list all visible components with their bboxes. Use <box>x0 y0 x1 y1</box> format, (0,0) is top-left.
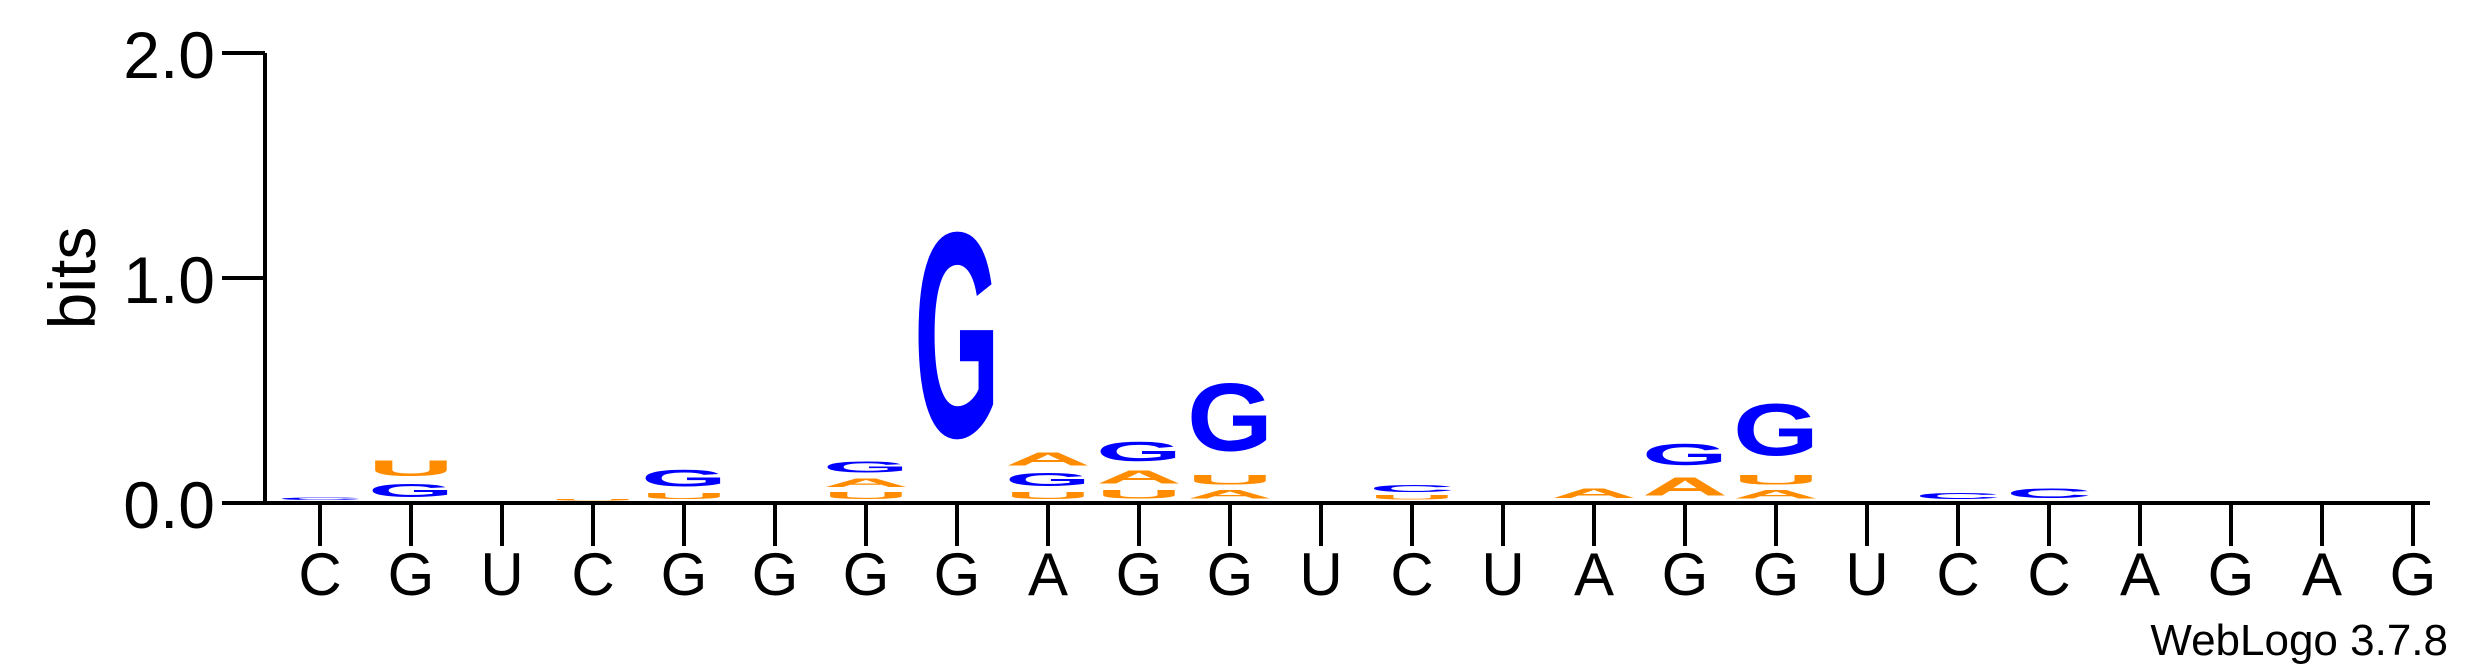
x-tick-label: U <box>480 541 523 608</box>
logo-letter-U: U <box>1005 490 1091 501</box>
x-tick-label: U <box>1299 541 1342 608</box>
logo-letter-A: A <box>1733 487 1819 501</box>
x-tick-label: G <box>388 541 435 608</box>
logo-letter-U: U <box>1187 472 1273 488</box>
x-tick-label: G <box>1116 541 1163 608</box>
weblogo-credit: WebLogo 3.7.8 <box>2150 616 2448 665</box>
logo-letter-C: C <box>1915 492 2001 501</box>
logo-letter-G: G <box>1187 363 1273 471</box>
logo-letter-U: U <box>550 499 636 501</box>
logo-letter-A: A <box>1642 472 1728 501</box>
y-axis: 0.0 1.0 2.0 bits <box>35 18 267 542</box>
logo-letter-U: U <box>368 456 454 481</box>
logo-letter-U: U <box>1096 487 1182 501</box>
y-tick-label: 1.0 <box>123 243 215 317</box>
x-tick-label: A <box>1574 541 1614 608</box>
y-tick-label: 0.0 <box>123 468 215 542</box>
logo-letter-U: U <box>1369 494 1455 501</box>
logo-letter-A: A <box>1187 487 1273 501</box>
logo-letter-G: G <box>641 465 727 492</box>
logo-letter-A: A <box>1005 449 1091 469</box>
logo-letter-G: G <box>1642 438 1728 471</box>
x-tick-label: U <box>1845 541 1888 608</box>
logo-letter-G: G <box>1005 469 1091 489</box>
logo-letter-G: G <box>914 170 1000 498</box>
x-tick-label: G <box>843 541 890 608</box>
logo-letter-C: C <box>1369 483 1455 494</box>
x-tick-label: G <box>1753 541 1800 608</box>
y-tick-label: 2.0 <box>123 18 215 92</box>
x-tick-label: A <box>1028 541 1068 608</box>
x-tick-label: C <box>298 541 341 608</box>
logo-letter-G: G <box>1733 388 1819 471</box>
x-tick-label: A <box>2120 541 2160 608</box>
logo-letter-C: C <box>2006 485 2092 501</box>
y-axis-label: bits <box>35 227 109 330</box>
logo-letter-G: G <box>823 458 909 476</box>
logo-letter-C: C <box>277 496 363 500</box>
x-tick-label: C <box>2027 541 2070 608</box>
x-tick-label: G <box>661 541 708 608</box>
logo-letter-A: A <box>823 476 909 490</box>
logo-letter-G: G <box>368 481 454 501</box>
x-tick-label: G <box>752 541 799 608</box>
x-tick-label: C <box>571 541 614 608</box>
x-tick-label: U <box>1481 541 1524 608</box>
x-tick-label: G <box>934 541 981 608</box>
x-tick-label: C <box>1390 541 1433 608</box>
logo-letter-U: U <box>641 492 727 501</box>
x-tick-label: C <box>1936 541 1979 608</box>
x-tick-label: G <box>1662 541 1709 608</box>
logo-letter-A: A <box>1096 467 1182 487</box>
x-tick-label: G <box>2390 541 2437 608</box>
logo-letter-A: A <box>1551 485 1637 501</box>
x-tick-label: G <box>1207 541 1254 608</box>
x-tick-label: G <box>2208 541 2255 608</box>
logo-letter-G: G <box>1096 436 1182 467</box>
x-tick-label: A <box>2302 541 2342 608</box>
logo-letter-U: U <box>1733 472 1819 488</box>
logo-letter-U: U <box>823 490 909 501</box>
